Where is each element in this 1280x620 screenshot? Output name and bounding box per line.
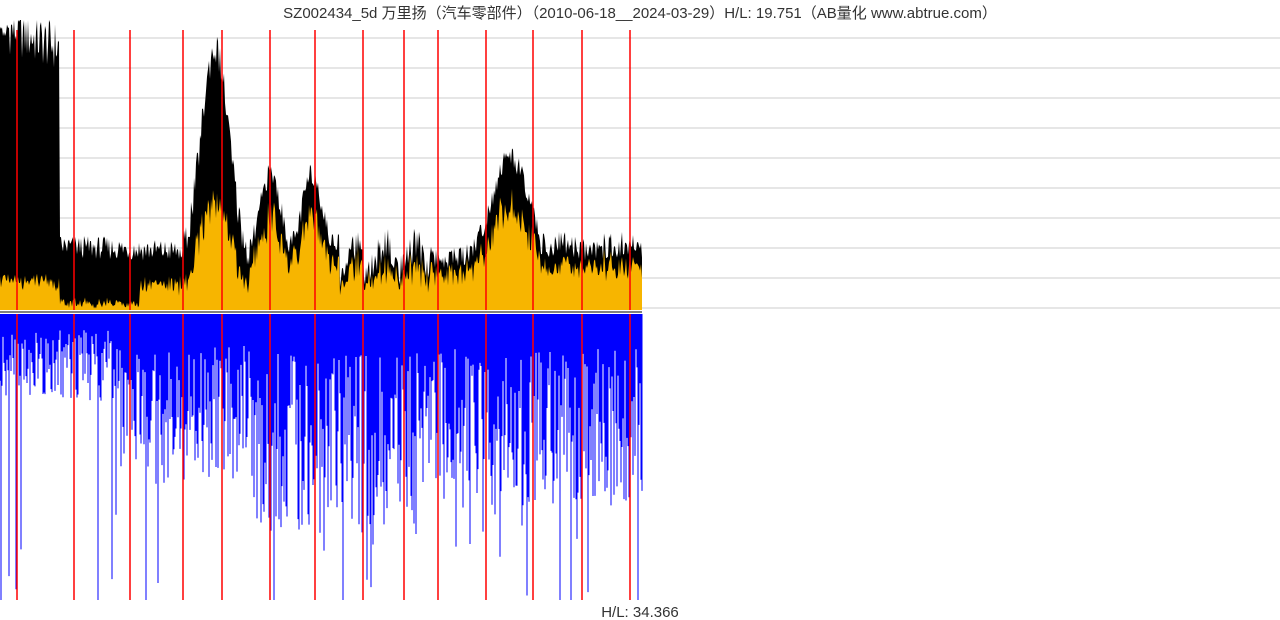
chart-svg xyxy=(0,0,1280,620)
bottom-ratio-label: H/L: 34.366 xyxy=(0,604,1280,620)
chart-container: SZ002434_5d 万里扬（汽车零部件）（2010-06-18__2024-… xyxy=(0,0,1280,620)
